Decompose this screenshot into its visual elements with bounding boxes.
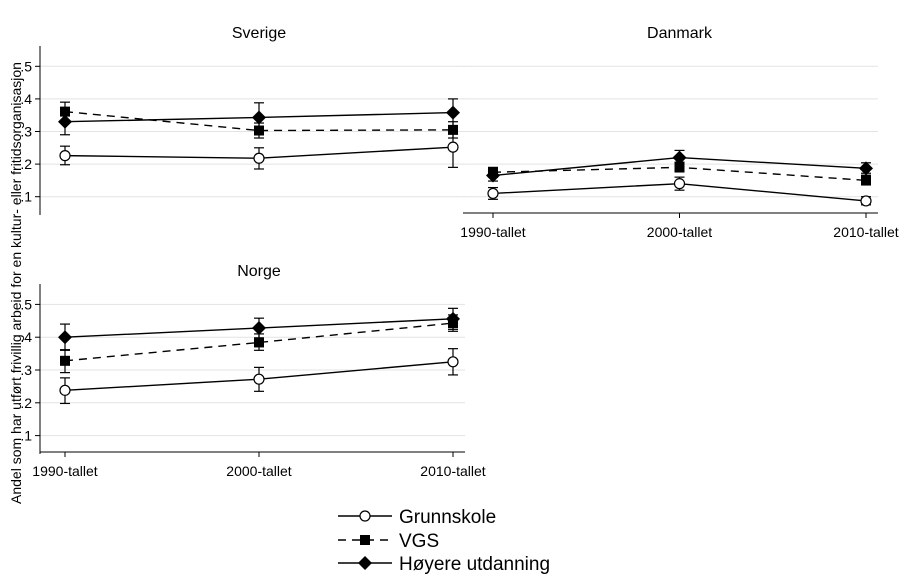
y-axis-label: Andel som har utført frivillig arbeid fo…	[8, 62, 24, 504]
x-tick-label-norge: 2010-tallet	[420, 463, 485, 479]
panel-norge: .1 .2 .3 .4 .5 1990-tallet 2000-tallet 2010-tal…	[20, 263, 485, 479]
y-tick-label-sverige: .5	[20, 58, 32, 74]
data-point-grunnskole-danmark	[673, 178, 686, 190]
data-point-hoyere-utdanning-norge	[446, 311, 460, 326]
y-tick-label-norge: .1	[20, 428, 32, 444]
data-point-vgs-norge	[60, 355, 70, 366]
data-point-vgs-danmark	[674, 162, 685, 173]
data-point-grunnskole-norge	[447, 356, 459, 368]
data-point-grunnskole-sverige	[253, 152, 265, 164]
panel-title-danmark: Danmark	[647, 25, 713, 42]
y-tick-label-sverige: .4	[20, 91, 32, 107]
y-tick-label-sverige: .2	[20, 156, 32, 172]
data-point-hoyere-utdanning-sverige	[58, 114, 72, 129]
legend-label-grunnskole: Grunnskole	[399, 507, 496, 528]
data-point-hoyere-utdanning-danmark	[672, 150, 687, 165]
x-tick-label-norge: 1990-tallet	[32, 463, 97, 479]
data-point-grunnskole-danmark	[487, 187, 499, 200]
data-point-grunnskole-sverige	[447, 141, 459, 153]
panel-sverige: .1 .2 .3 .4 .5 Sverige	[20, 25, 465, 215]
data-point-hoyere-utdanning-danmark	[486, 168, 500, 183]
series-line-vgs-norge	[64, 322, 454, 362]
panel-title-sverige: Sverige	[232, 25, 286, 42]
panel-danmark: 1990-tallet 2000-tallet 2010-tallet Danmark	[460, 25, 898, 240]
x-tick-label-danmark: 2000-tallet	[647, 224, 712, 240]
data-point-vgs-danmark	[861, 175, 871, 186]
x-tick-label-norge: 2000-tallet	[226, 463, 291, 479]
legend-marker-grunnskole	[359, 510, 371, 522]
y-tick-label-norge: .5	[20, 296, 32, 312]
legend-label-vgs: VGS	[399, 531, 439, 552]
data-point-vgs-sverige	[448, 124, 458, 135]
legend-marker-hoyere-utdanning	[358, 556, 372, 570]
data-point-vgs-norge	[254, 337, 264, 348]
y-tick-label-sverige: .3	[20, 124, 32, 140]
data-point-hoyere-utdanning-norge	[58, 330, 72, 345]
data-point-grunnskole-norge	[59, 384, 71, 396]
x-tick-label-danmark: 1990-tallet	[460, 224, 525, 240]
data-point-grunnskole-sverige	[59, 150, 71, 162]
x-tick-label-danmark: 2010-tallet	[833, 224, 898, 240]
data-point-hoyere-utdanning-sverige	[252, 110, 266, 125]
data-point-grunnskole-danmark	[860, 195, 872, 207]
y-tick-label-sverige: .1	[20, 189, 32, 205]
data-point-hoyere-utdanning-danmark	[859, 161, 873, 176]
series-line-vgs-sverige	[64, 110, 454, 132]
y-tick-label-norge: .4	[20, 329, 32, 345]
data-point-hoyere-utdanning-sverige	[446, 105, 460, 120]
data-point-hoyere-utdanning-norge	[252, 321, 266, 336]
y-tick-label-norge: .3	[20, 362, 32, 378]
legend-label-hoyere-utdanning: Høyere utdanning	[399, 554, 550, 575]
data-point-grunnskole-norge	[253, 373, 265, 385]
panel-title-norge: Norge	[237, 263, 281, 280]
y-tick-label-norge: .2	[20, 395, 32, 411]
legend-marker-vgs	[360, 535, 370, 545]
